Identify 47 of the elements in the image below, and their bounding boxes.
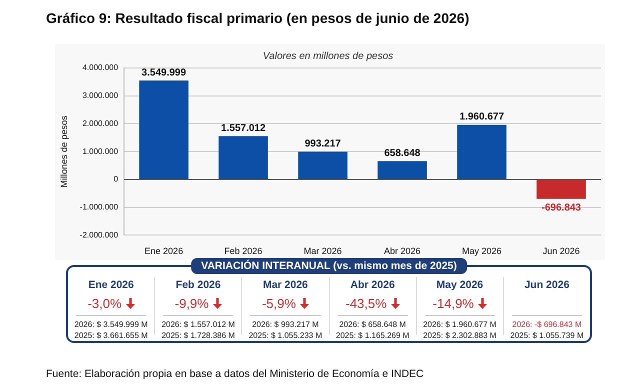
- text: 2025: $ 1.055.233 M: [248, 330, 324, 341]
- y-tick-label: 4.000.000: [82, 63, 119, 72]
- x-tick-label: Mar 2026: [304, 246, 342, 256]
- category-label: Jun 2026: [524, 279, 570, 291]
- text: 2026: -$ 696.843 M: [511, 319, 583, 330]
- text: -43,5%: [346, 296, 387, 310]
- text: -14,9%: [432, 296, 474, 310]
- category-label: Ene 2026: [88, 279, 134, 291]
- y-tick-label: 0: [114, 174, 119, 184]
- text: -5,9%: [262, 296, 296, 310]
- text: 2025: $ 2.302.883 M: [422, 330, 498, 341]
- category-label: Feb 2026: [176, 279, 221, 291]
- data-label: -696.843: [542, 202, 582, 214]
- y-tick-label: 1.000.000: [82, 146, 119, 156]
- category-label: May 2026: [436, 279, 484, 291]
- chart-subtitle: Valores en millones de pesos: [262, 50, 394, 62]
- data-label: 658.648: [384, 148, 421, 159]
- text: 2025: $ 1.055.739 M: [509, 330, 585, 341]
- y-tick-label: 2.000.000: [82, 118, 119, 128]
- y-tick-label: -1.000.000: [80, 202, 119, 212]
- category-label: Mar 2026: [262, 279, 308, 291]
- text: 2026: $ 3.549.999 M: [73, 319, 149, 330]
- category-label: Abr 2026: [350, 279, 395, 291]
- x-tick-label: Feb 2026: [224, 246, 262, 256]
- text: -3,0%: [88, 296, 122, 310]
- text: 2026: $ 993.217 M: [251, 319, 320, 330]
- data-label: 3.549.999: [142, 67, 186, 78]
- text: 2025: $ 1.165.269 M: [334, 330, 410, 341]
- y-tick-label: 3.000.000: [82, 91, 119, 100]
- text: 2025: $ 3.661.655 M: [73, 330, 149, 341]
- text: 2026: $ 1.960.677 M: [422, 319, 498, 330]
- x-tick-label: Ene 2026: [144, 246, 184, 256]
- text: VARIACIÓN INTERANUAL (vs. mismo mes de 2025): [191, 258, 467, 274]
- text: 2025: $ 1.728.386 M: [160, 330, 236, 341]
- y-axis-title: Millones de pesos: [58, 115, 69, 188]
- data-label: 1.960.677: [460, 112, 504, 123]
- y-tick-label: -2.000.000: [80, 230, 119, 240]
- text: -9,9%: [174, 296, 209, 310]
- x-tick-label: Abr 2026: [384, 246, 421, 256]
- data-label: 993.217: [304, 138, 342, 150]
- text: 2026: $ 1.557.012 M: [160, 319, 236, 330]
- text: 2026: $ 658.648 M: [338, 319, 407, 330]
- data-label: 1.557.012: [221, 122, 266, 134]
- x-tick-label: May 2026: [462, 246, 502, 256]
- chart-title: Gráfico 9: Resultado fiscal primario (en pesos de junio de 2026): [46, 10, 470, 26]
- source-note: Fuente: Elaboración propia en base a datos del Ministerio de Economía e INDEC: [46, 368, 424, 380]
- x-tick-label: Jun 2026: [542, 246, 580, 256]
